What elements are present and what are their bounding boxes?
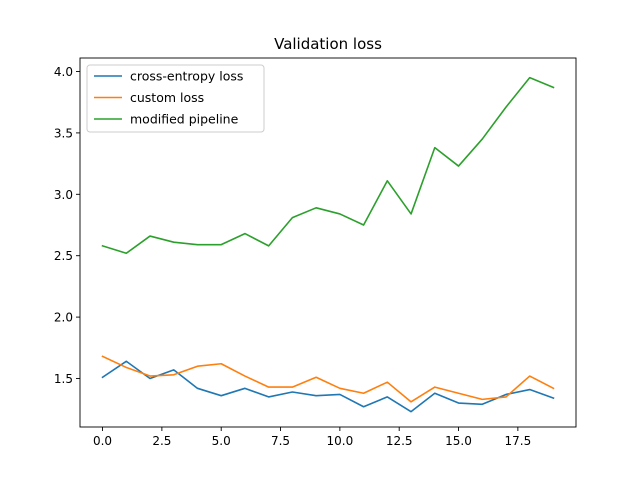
y-tick-label: 3.5 — [54, 126, 73, 140]
series-group — [101, 76, 555, 413]
legend-label-3: modified pipeline — [130, 112, 239, 127]
y-tick-label: 1.5 — [54, 372, 73, 386]
x-tick-label: 0.0 — [93, 434, 112, 448]
y-tick-label: 2.5 — [54, 249, 73, 263]
legend-label-1: cross-entropy loss — [130, 69, 243, 84]
y-axis: 1.5 2.0 2.5 3.0 3.5 4.0 — [54, 65, 80, 386]
x-tick-label: 5.0 — [212, 434, 231, 448]
y-tick-label: 3.0 — [54, 188, 73, 202]
legend-label-2: custom loss — [130, 90, 204, 105]
x-tick-label: 17.5 — [504, 434, 531, 448]
series-line-2 — [101, 355, 555, 403]
axes-frame — [79, 57, 577, 428]
x-tick-label: 15.0 — [445, 434, 472, 448]
y-tick-label: 4.0 — [54, 65, 73, 79]
x-tick-label: 12.5 — [386, 434, 413, 448]
series-line-1 — [101, 360, 555, 413]
x-tick-label: 7.5 — [271, 434, 290, 448]
series-line-3 — [101, 76, 555, 255]
y-tick-label: 2.0 — [54, 311, 73, 325]
x-tick-label: 10.0 — [327, 434, 354, 448]
chart-title: Validation loss — [274, 35, 382, 53]
x-axis: 0.0 2.5 5.0 7.5 10.0 12.5 15.0 17.5 — [93, 427, 531, 448]
legend: cross-entropy loss custom loss modified pi… — [86, 64, 265, 133]
legend-box — [86, 64, 265, 133]
x-tick-label: 2.5 — [152, 434, 171, 448]
